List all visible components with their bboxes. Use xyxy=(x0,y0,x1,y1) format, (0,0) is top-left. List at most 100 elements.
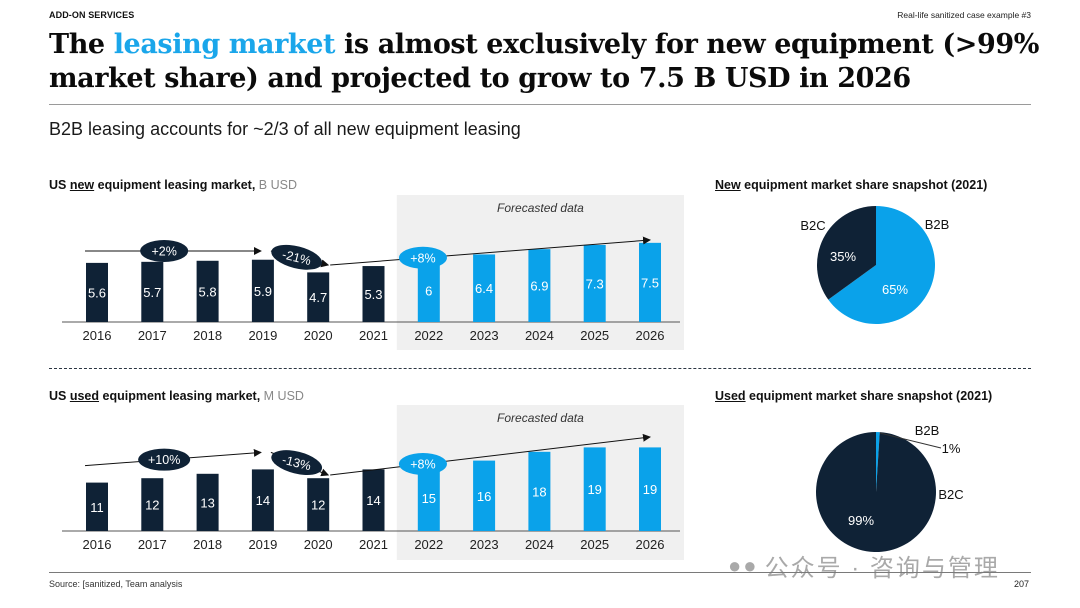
growth-badge-shape xyxy=(271,244,323,270)
chart-unit: B USD xyxy=(255,178,298,192)
bar-2017 xyxy=(141,261,164,322)
growth-badge-shape xyxy=(140,240,189,262)
new-equipment-bar-chart: Forecasted data 5.6 2016 5.7 2017 5.8 2018 5.9 2… xyxy=(62,195,684,350)
bar-2026 xyxy=(639,447,661,531)
x-tick-label: 2025 xyxy=(580,537,609,552)
wechat-icon: ●● xyxy=(728,552,759,578)
pie-category-label: B2B xyxy=(925,217,950,232)
bar-value-label: 12 xyxy=(145,498,159,513)
title-highlight: leasing market xyxy=(113,29,336,60)
bar-value-label: 19 xyxy=(587,482,601,497)
growth-label: +10% xyxy=(148,453,180,467)
pie-category-label: B2C xyxy=(800,218,825,233)
x-tick-label: 2019 xyxy=(248,328,277,343)
x-tick-label: 2025 xyxy=(580,328,609,343)
x-tick-label: 2017 xyxy=(138,328,167,343)
growth-label: -21% xyxy=(281,247,313,268)
pie-slice-b2c xyxy=(817,206,876,300)
chart-title-pre: US xyxy=(49,178,70,192)
bar-2026 xyxy=(639,242,661,322)
bar-value-label: 18 xyxy=(532,484,546,499)
x-tick-label: 2020 xyxy=(304,537,333,552)
x-tick-label: 2018 xyxy=(193,537,222,552)
bar-2020 xyxy=(307,272,330,322)
x-tick-label: 2024 xyxy=(525,537,554,552)
growth-badge-shape xyxy=(271,450,323,475)
growth-badge: +8% xyxy=(398,452,447,475)
used-equipment-bar-chart: Forecasted data 11 2016 12 2017 13 2018 14 2019 1… xyxy=(62,405,684,560)
bar-value-label: 16 xyxy=(477,489,491,504)
pie-value-label: 99% xyxy=(848,513,874,528)
used-pie-chart-title: Used equipment market share snapshot (20… xyxy=(715,389,992,403)
x-tick-label: 2016 xyxy=(83,328,112,343)
page-number: 207 xyxy=(1014,579,1030,589)
growth-badge-shape xyxy=(398,452,447,475)
bar-value-label: 4.7 xyxy=(309,290,327,305)
bar-value-label: 5.9 xyxy=(254,284,272,299)
x-tick-label: 2016 xyxy=(83,537,112,552)
chart-title-underlined: used xyxy=(69,389,100,403)
growth-badge-shape xyxy=(138,448,191,471)
bar-value-label: 13 xyxy=(200,495,214,510)
x-tick-label: 2023 xyxy=(470,537,499,552)
pie-slice-b2b xyxy=(876,432,880,492)
chart-title-underlined: New xyxy=(715,178,741,192)
x-tick-label: 2021 xyxy=(359,328,388,343)
bar-2023 xyxy=(473,460,496,531)
bar-value-label: 7.3 xyxy=(586,276,604,291)
bar-2019 xyxy=(251,259,274,322)
pie-slice-b2c xyxy=(816,432,936,552)
pie-category-label: B2C xyxy=(938,487,963,502)
growth-badge-shape xyxy=(398,246,447,269)
pie-category-label: B2B xyxy=(915,423,940,438)
growth-arrow xyxy=(330,236,651,266)
bar-2018 xyxy=(196,473,219,531)
used-equipment-pie-chart: 1%B2B 99% B2C xyxy=(816,423,964,552)
x-tick-label: 2026 xyxy=(636,328,665,343)
growth-label: +2% xyxy=(151,245,176,259)
bar-2024 xyxy=(528,451,551,531)
bar-2024 xyxy=(528,249,551,322)
growth-badge: -13% xyxy=(271,450,323,475)
chart-title-pre: US xyxy=(49,389,70,403)
watermark: ●● 公众号 · 咨询与管理 xyxy=(728,548,1000,583)
bar-2022 xyxy=(417,465,440,531)
x-tick-label: 2026 xyxy=(636,537,665,552)
bar-value-label: 5.7 xyxy=(143,285,161,300)
title-divider xyxy=(49,104,1031,105)
bar-value-label: 5.3 xyxy=(364,287,382,302)
bar-2025 xyxy=(583,244,606,322)
bar-2016 xyxy=(86,482,108,531)
x-tick-label: 2020 xyxy=(304,328,333,343)
footer-divider xyxy=(49,572,1031,573)
page-subtitle: B2B leasing accounts for ~2/3 of all new… xyxy=(49,119,521,139)
x-tick-label: 2021 xyxy=(359,537,388,552)
bar-2025 xyxy=(583,447,606,531)
bar-2023 xyxy=(473,254,496,322)
bar-2021 xyxy=(362,469,385,531)
x-tick-label: 2024 xyxy=(525,328,554,343)
bar-2019 xyxy=(251,469,274,531)
page-title: The leasing market is almost exclusively… xyxy=(49,28,1039,96)
bar-value-label: 5.6 xyxy=(88,285,106,300)
section-divider xyxy=(49,368,1031,369)
source-note: Source: [sanitized, Team analysis xyxy=(49,579,183,589)
growth-arrow xyxy=(330,433,651,476)
chart-title-underlined: new xyxy=(69,178,95,192)
pie-leader-line xyxy=(879,432,942,449)
growth-badge: +2% xyxy=(140,240,189,262)
bar-2022 xyxy=(417,258,440,322)
chart-unit: M USD xyxy=(260,389,304,403)
growth-label: -13% xyxy=(281,453,313,474)
bar-value-label: 19 xyxy=(643,482,657,497)
x-tick-label: 2019 xyxy=(248,537,277,552)
growth-badge: -21% xyxy=(271,244,323,270)
used-bar-chart-title: US used equipment leasing market, M USD xyxy=(49,389,304,403)
forecast-label: Forecasted data xyxy=(497,201,584,215)
chart-title-post: equipment market share snapshot (2021) xyxy=(745,389,993,403)
chart-title-post: equipment leasing market, xyxy=(94,178,256,192)
case-example-label: Real-life sanitized case example #3 xyxy=(897,10,1031,20)
pie-value-label: 65% xyxy=(882,282,908,297)
title-suffix: is almost exclusively for new equipment … xyxy=(49,29,1039,94)
pie-value-label: 35% xyxy=(830,249,856,264)
